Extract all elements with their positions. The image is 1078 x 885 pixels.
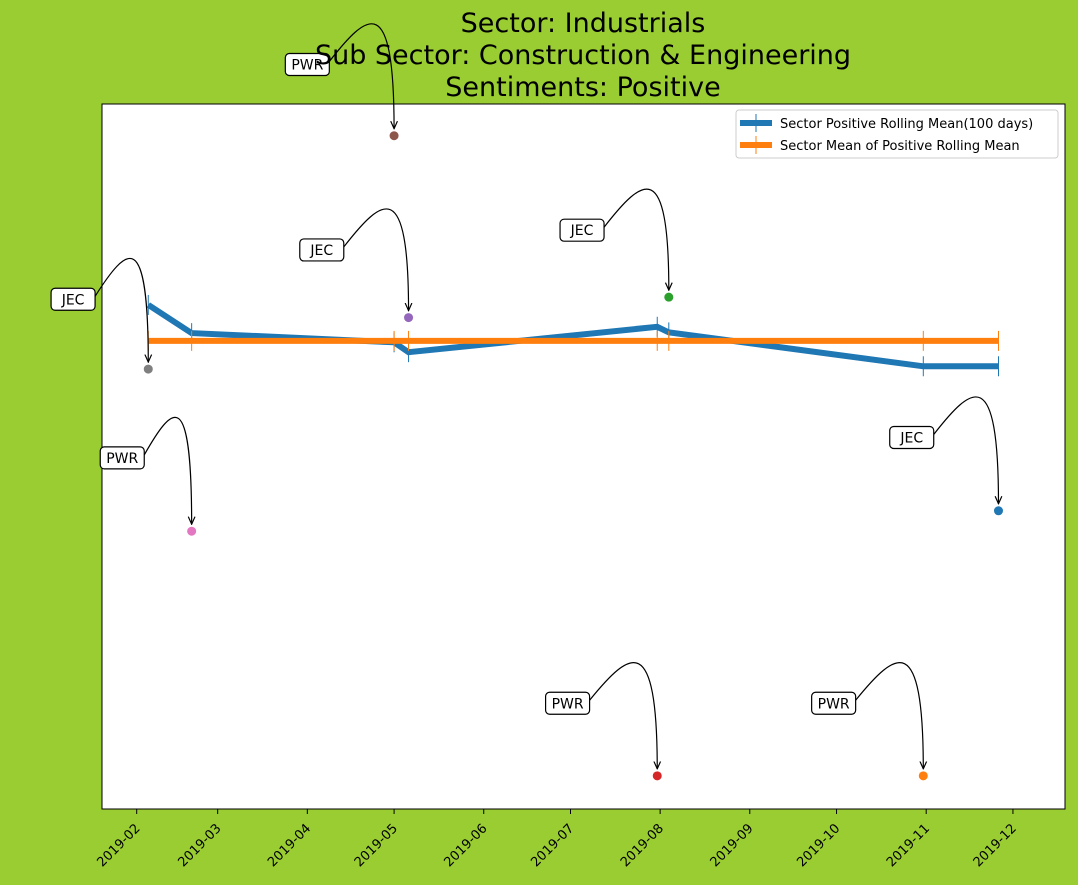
x-tick-label: 2019-11 xyxy=(884,821,933,870)
chart-title-line-1: Sub Sector: Construction & Engineering xyxy=(315,40,851,71)
x-tick-label: 2019-02 xyxy=(95,821,144,870)
legend-label: Sector Mean of Positive Rolling Mean xyxy=(780,139,1020,154)
annotation-arrow xyxy=(343,208,409,311)
x-tick-label: 2019-10 xyxy=(794,821,843,870)
x-tick-label: 2019-05 xyxy=(352,821,401,870)
scatter-point-5 xyxy=(664,292,674,302)
scatter-point-1 xyxy=(187,526,197,536)
annotation-box xyxy=(544,691,591,715)
annotation-arrow xyxy=(94,258,148,362)
legend-label: Sector Positive Rolling Mean(100 days) xyxy=(780,117,1033,132)
annotation-arrow xyxy=(603,188,669,290)
scatter-point-4 xyxy=(652,771,662,781)
scatter-point-2 xyxy=(389,131,399,141)
x-tick-label: 2019-09 xyxy=(708,821,757,870)
annotation-arrow xyxy=(855,662,924,769)
annotation-box xyxy=(889,425,935,450)
x-tick-label: 2019-08 xyxy=(618,821,667,870)
annotation-label: PWR xyxy=(106,451,138,467)
scatter-point-6 xyxy=(918,771,928,781)
annotation-arrow xyxy=(143,416,191,524)
scatter-point-0 xyxy=(143,364,153,374)
annotation-arrow xyxy=(589,662,658,769)
scatter-point-7 xyxy=(993,506,1003,516)
annotation-box xyxy=(299,238,345,262)
chart-title-line-0: Sector: Industrials xyxy=(461,8,706,39)
annotation-box xyxy=(284,52,330,77)
legend-box xyxy=(735,109,1059,159)
chart-title-line-2: Sentiments: Positive xyxy=(445,72,720,103)
x-tick-label: 2019-07 xyxy=(528,821,577,870)
annotation-label: JEC xyxy=(309,243,333,259)
x-tick-label: 2019-06 xyxy=(442,821,491,870)
annotation-box xyxy=(99,446,145,470)
x-tick-label: 2019-04 xyxy=(265,821,314,870)
annotation-label: PWR xyxy=(818,696,850,712)
annotation-box xyxy=(811,691,857,715)
annotation-label: PWR xyxy=(552,696,584,712)
annotation-label: JEC xyxy=(899,430,923,446)
annotation-arrow xyxy=(328,23,394,129)
x-tick-label: 2019-12 xyxy=(971,821,1020,870)
annotation-box xyxy=(50,287,96,311)
x-tick-label: 2019-03 xyxy=(175,821,224,870)
scatter-point-3 xyxy=(404,313,414,323)
annotation-arrow xyxy=(933,396,999,504)
annotation-label: PWR xyxy=(291,58,323,74)
annotation-label: JEC xyxy=(61,292,85,308)
annotation-box xyxy=(559,218,605,242)
annotation-label: JEC xyxy=(570,223,594,239)
